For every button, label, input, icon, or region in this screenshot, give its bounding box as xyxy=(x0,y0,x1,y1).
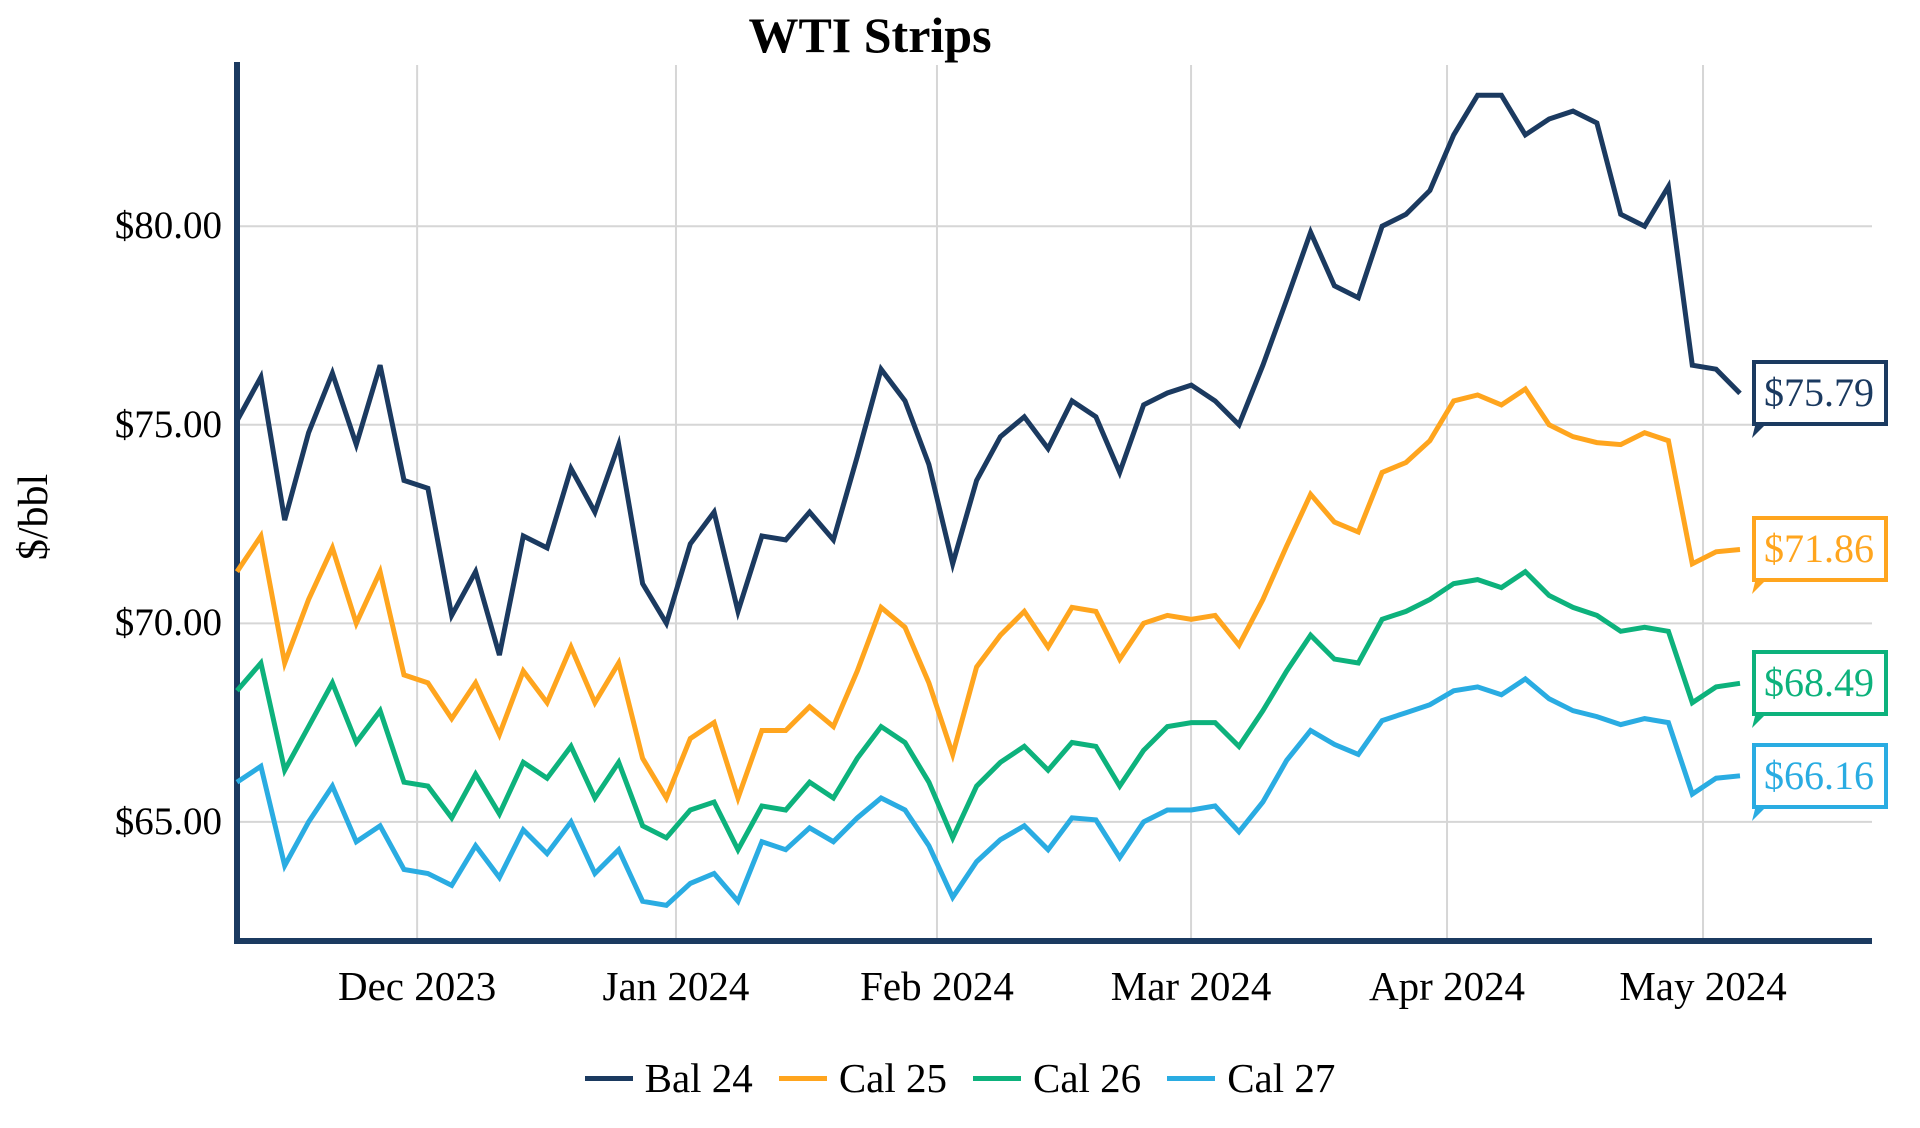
y-axis-tick-label: $70.00 xyxy=(114,601,222,645)
y-axis-tick-label: $80.00 xyxy=(114,204,222,248)
end-value-label-cal-27: $66.16 xyxy=(1752,742,1888,821)
legend-line-swatch xyxy=(584,1075,633,1081)
end-value-label-bal-24: $75.79 xyxy=(1752,360,1888,439)
x-axis-tick-label: Mar 2024 xyxy=(1110,963,1272,1009)
legend: Bal 24 Cal 25 Cal 26 Cal 27 xyxy=(0,1054,1920,1102)
x-axis-tick-label: Jan 2024 xyxy=(602,963,750,1009)
x-axis-tick-label: Feb 2024 xyxy=(860,963,1014,1009)
legend-label: Bal 24 xyxy=(644,1055,753,1101)
legend-line-swatch xyxy=(778,1075,827,1081)
legend-label: Cal 26 xyxy=(1033,1055,1142,1101)
legend-item-cal-26: Cal 26 xyxy=(973,1054,1141,1102)
chart-title: WTI Strips xyxy=(748,7,992,63)
x-axis-tick-label: May 2024 xyxy=(1619,963,1787,1009)
end-value-label-cal-26: $68.49 xyxy=(1752,650,1888,729)
y-axis-tick-label: $75.00 xyxy=(114,402,222,446)
legend-item-cal-25: Cal 25 xyxy=(778,1054,947,1102)
legend-label: Cal 27 xyxy=(1227,1055,1336,1101)
legend-line-swatch xyxy=(973,1075,1021,1081)
legend-line-swatch xyxy=(1167,1075,1216,1081)
legend-item-bal-24: Bal 24 xyxy=(584,1054,753,1102)
x-axis-tick-label: Dec 2023 xyxy=(337,963,497,1009)
y-axis-tick-label: $65.00 xyxy=(114,799,222,843)
end-value-label-cal-25: $71.86 xyxy=(1752,516,1888,595)
x-axis-tick-label: Apr 2024 xyxy=(1369,963,1526,1009)
legend-label: Cal 25 xyxy=(838,1055,947,1101)
legend-item-cal-27: Cal 27 xyxy=(1167,1054,1335,1102)
